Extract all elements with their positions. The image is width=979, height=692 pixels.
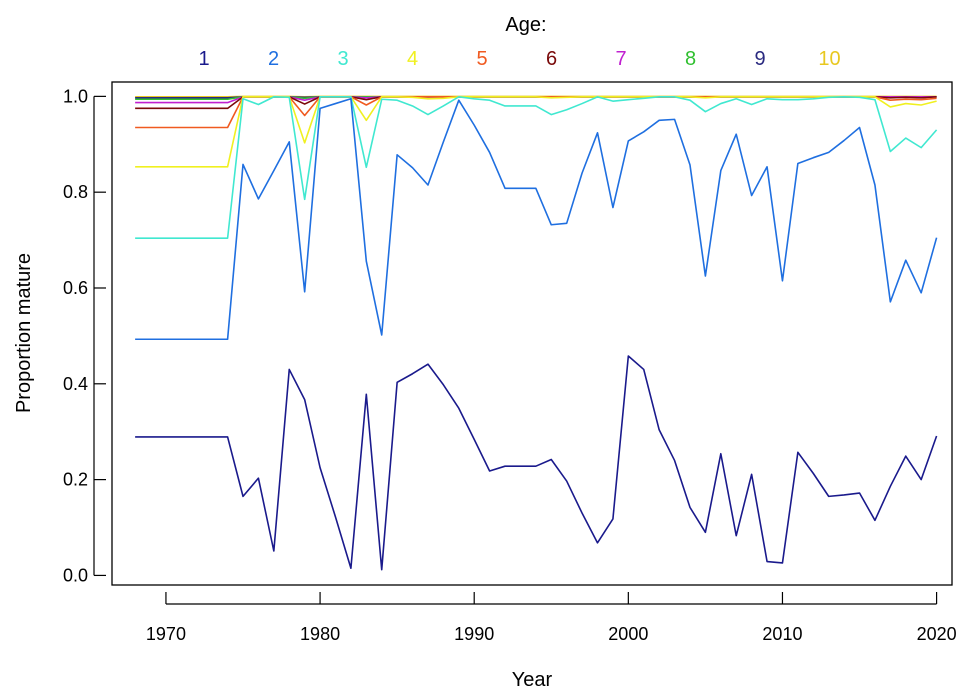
series-lines [135,95,938,571]
x-axis: 1970 1980 1990 2000 2010 2020 [146,592,957,644]
legend-entry-age-4: 4 [407,48,418,70]
series-line-age-1 [135,355,938,571]
y-tick-label: 0.0 [63,565,88,585]
x-tick-label: 2000 [608,624,648,644]
series-line-age-2 [135,97,938,341]
plot-frame [111,81,953,586]
y-tick-label: 0.2 [63,470,88,490]
x-axis-title: Year [512,669,553,691]
legend-entry-age-1: 1 [198,48,209,70]
y-tick-label: 0.8 [63,182,88,202]
series-line-age-5 [135,96,937,129]
series-line-age-4 [135,96,937,168]
x-tick-label: 2010 [762,624,802,644]
legend-title: Age: [505,14,546,36]
x-tick-label: 1990 [454,624,494,644]
x-tick-label: 2020 [917,624,957,644]
y-tick-label: 1.0 [63,86,88,106]
legend-entry-age-9: 9 [754,48,765,70]
x-tick-label: 1980 [300,624,340,644]
y-tick-label: 0.6 [63,278,88,298]
legend-entry-age-7: 7 [615,48,626,70]
legend-entry-age-3: 3 [337,48,348,70]
legend-items: 1 2 3 4 5 6 7 8 9 10 [198,48,840,70]
legend-entry-age-5: 5 [476,48,487,70]
series-line-age-3 [135,96,938,239]
legend-entry-age-8: 8 [685,48,696,70]
legend-entry-age-6: 6 [546,48,557,70]
y-tick-label: 0.4 [63,374,88,394]
legend-entry-age-2: 2 [268,48,279,70]
y-axis: 0.0 0.2 0.4 0.6 0.8 1.0 [63,86,106,585]
legend-entry-age-10: 10 [818,48,840,70]
y-axis-title: Proportion mature [13,253,35,413]
legend: Age: 1 2 3 4 5 6 7 8 9 10 [198,14,840,70]
x-tick-label: 1970 [146,624,186,644]
